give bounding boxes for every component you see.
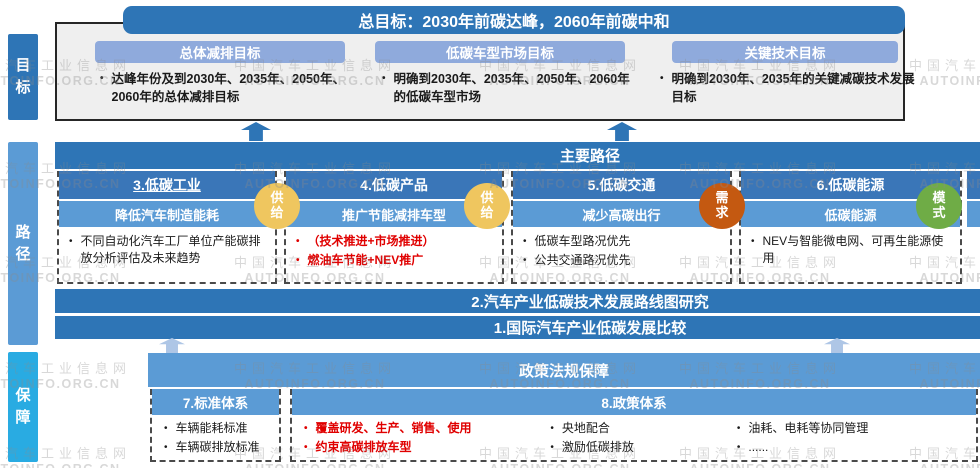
bullet-text: （技术推进+市场推进） [307, 234, 435, 248]
roadmap-research-bar: 2.汽车产业低碳技术发展路线图研究 [55, 289, 980, 313]
standards-box-body: • 车辆能耗标准 • 车辆碳排放标准 [152, 415, 279, 460]
bullet-text: NEV与智能微电网、可再生能源使用 [762, 234, 944, 266]
bullet-dot: • [382, 73, 386, 84]
badge-text: 模式 [932, 190, 946, 220]
policy-group-scope: • 覆盖研发、生产、销售、使用 • 约束高碳排放车型 [304, 420, 550, 458]
bullet-dot: • [296, 236, 300, 247]
rail-guarantee-label: 保障 [8, 352, 38, 462]
path-column-industry: 3.低碳工业 降低汽车制造能耗 • 不同自动化汽车工厂单位产能碳排放分析评估及未… [57, 171, 277, 284]
bullet-text: 低碳车型路况优先 [534, 234, 631, 248]
column-subtitle: 减少高碳出行 [513, 201, 730, 227]
column-body: • 不同自动化汽车工厂单位产能碳排放分析评估及未来趋势 [59, 227, 275, 282]
policy-group-coordination: • 央地配合 • 激励低碳排放 [550, 420, 736, 458]
bullet-dot: • [164, 423, 168, 434]
policy-group-management: • 油耗、电耗等协同管理 • ...... [737, 420, 970, 458]
bullet-text: 油耗、电耗等协同管理 [748, 421, 869, 435]
standards-box: 7.标准体系 • 车辆能耗标准 • 车辆碳排放标准 [150, 389, 281, 462]
bullet-item: • 约束高碳排放车型 [304, 439, 550, 456]
rail-path-label: 路径 [8, 142, 38, 345]
column-title: 5.低碳交通 [513, 171, 730, 199]
cutoff-strip [967, 171, 980, 199]
bullet-item: • 激励低碳排放 [550, 439, 736, 456]
column-title: 3.低碳工业 [59, 171, 275, 199]
subgoal-title-overall: 总体减排目标 [95, 41, 345, 63]
international-comparison-bar: 1.国际汽车产业低碳发展比较 [55, 316, 980, 339]
up-arrow-icon [241, 122, 271, 141]
main-goal-banner: 总目标：2030年前碳达峰，2060年前碳中和 [123, 6, 905, 34]
mode-badge: 模式 [916, 183, 962, 229]
column-body: • （技术推进+市场推进） • 燃油车节能+NEV推广 [286, 227, 502, 282]
column-body: • NEV与智能微电网、可再生能源使用 [741, 227, 960, 282]
subgoal-bullet-text: 达峰年份及到2030年、2035年、2050年、2060年的总体减排目标 [111, 72, 345, 105]
bullet-text: 不同自动化汽车工厂单位产能碳排放分析评估及未来趋势 [80, 234, 261, 266]
rail-goal-label: 目标 [8, 34, 38, 120]
subgoal-bullet: • 达峰年份及到2030年、2035年、2050年、2060年的总体减排目标 [100, 70, 362, 106]
badge-text: 供给 [480, 190, 494, 220]
bullet-dot: • [304, 423, 308, 434]
bullet-dot: • [736, 442, 741, 454]
column-title-text: 3.低碳工业 [133, 177, 201, 193]
subgoal-bullet-text: 明确到2030年、2035年、2050年、2060年的低碳车型市场 [393, 72, 630, 105]
subgoal-bullet: • 明确到2030年、2035年、2050年、2060年的低碳车型市场 [382, 70, 634, 106]
bullet-item: • 车辆碳排放标准 [164, 439, 273, 456]
supply-badge: 供给 [254, 183, 300, 229]
bullet-dot: • [660, 73, 664, 84]
bullet-dot: • [550, 442, 554, 454]
bullet-dot: • [736, 423, 741, 434]
policy-box-title: 8.政策体系 [292, 389, 976, 415]
bullet-dot: • [164, 442, 168, 454]
bullet-dot: • [69, 236, 73, 247]
bullet-text: 公共交通路况优先 [534, 253, 631, 268]
main-path-bar: 主要路径 [55, 142, 980, 169]
bullet-dot: • [550, 423, 554, 434]
column-body: • 低碳车型路况优先 • 公共交通路况优先 [513, 227, 730, 282]
badge-text: 供给 [270, 190, 284, 220]
path-column-transport: 5.低碳交通 减少高碳出行 • 低碳车型路况优先 • 公共交通路况优先 [511, 171, 732, 284]
policy-header-bar: 政策法规保障 [148, 353, 980, 387]
subgoal-title-market: 低碳车型市场目标 [375, 41, 625, 63]
bullet-dot: • [523, 236, 527, 247]
bullet-item: • 公共交通路况优先 [523, 252, 724, 269]
bullet-item: • （技术推进+市场推进） [296, 233, 496, 250]
bullet-item: • 覆盖研发、生产、销售、使用 [304, 420, 550, 437]
policy-box: 8.政策体系 • 覆盖研发、生产、销售、使用 • 约束高碳排放车型 • 央地配合 [290, 389, 978, 462]
policy-box-body: • 覆盖研发、生产、销售、使用 • 约束高碳排放车型 • 央地配合 • 激励低碳… [292, 415, 976, 460]
bullet-item: • NEV与智能微电网、可再生能源使用 [751, 233, 954, 268]
bullet-dot: • [523, 255, 527, 267]
bullet-text: 覆盖研发、生产、销售、使用 [315, 421, 472, 435]
bullet-text: 央地配合 [561, 421, 610, 435]
up-arrow-icon [607, 122, 637, 141]
column-subtitle: 降低汽车制造能耗 [59, 201, 275, 227]
cutoff-strip [967, 201, 980, 227]
up-arrow-icon [159, 338, 185, 353]
supply-badge: 供给 [464, 183, 510, 229]
bullet-dot: • [296, 255, 300, 267]
path-column-energy: 6.低碳能源 低碳能源 • NEV与智能微电网、可再生能源使用 [739, 171, 962, 284]
bullet-dot: • [304, 442, 308, 454]
subgoal-title-technology: 关键技术目标 [672, 41, 898, 63]
bullet-text: 约束高碳排放车型 [315, 440, 412, 455]
bullet-text: 车辆能耗标准 [175, 421, 248, 435]
bullet-item: • ...... [737, 439, 970, 456]
bullet-dot: • [100, 73, 104, 84]
bullet-item: • 低碳车型路况优先 [523, 233, 724, 250]
bullet-text: 车辆碳排放标准 [175, 440, 260, 455]
bullet-item: • 不同自动化汽车工厂单位产能碳排放分析评估及未来趋势 [69, 233, 269, 268]
demand-badge: 需求 [699, 183, 745, 229]
bullet-text: 激励低碳排放 [561, 440, 634, 455]
bullet-dot: • [751, 236, 755, 247]
bullet-item: • 油耗、电耗等协同管理 [737, 420, 970, 437]
badge-text: 需求 [715, 190, 729, 220]
bullet-item: • 燃油车节能+NEV推广 [296, 252, 496, 269]
up-arrow-icon [824, 338, 850, 353]
bullet-item: • 央地配合 [550, 420, 736, 437]
bullet-item: • 车辆能耗标准 [164, 420, 273, 437]
standards-box-title: 7.标准体系 [152, 389, 279, 415]
subgoal-bullet: • 明确到2030年、2035年的关键减碳技术发展目标 [660, 70, 918, 106]
subgoal-bullet-text: 明确到2030年、2035年的关键减碳技术发展目标 [671, 72, 915, 105]
bullet-text: ...... [748, 440, 769, 455]
bullet-text: 燃油车节能+NEV推广 [307, 253, 424, 268]
